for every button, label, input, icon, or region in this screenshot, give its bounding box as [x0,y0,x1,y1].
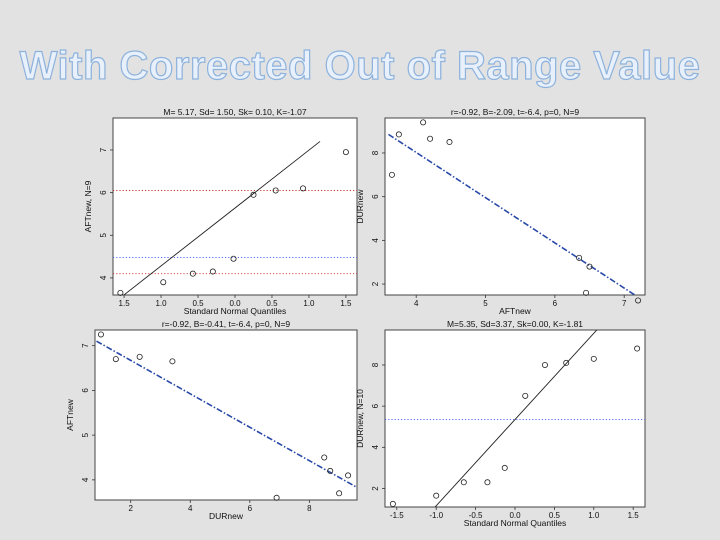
p3-data-point [273,494,280,501]
p1-data-point [189,270,196,277]
p1-data-point [272,187,279,194]
p3-panel [94,329,358,501]
p2-data-point [420,119,427,126]
p3-y-tick-label: 5 [81,432,90,437]
p1-x-tick-label: 1.0 [155,299,167,308]
p4-data-point [433,492,440,499]
p1-data-point [300,185,307,192]
p3-data-point [136,353,143,360]
p4-data-point [634,345,641,352]
p3-x-label: DURnew [209,511,244,521]
p1-y-label: AFTnew, N=9 [83,180,93,232]
p3-data-point [327,467,334,474]
p1-data-point [209,268,216,275]
p4-data-point [389,500,396,507]
p2-data-point [446,139,453,146]
p1-x-tick-label: 1.5 [119,299,131,308]
p4-y-tick-label: 2 [371,486,380,491]
p1-data-point [250,191,257,198]
p1-y-tick-label: 4 [99,275,108,280]
p2-y-tick-label: 8 [371,150,380,155]
p4-data-point [590,355,597,362]
p3-y-label: AFTnew [65,398,75,431]
p1-data-point [160,279,167,286]
p3-y-tick-label: 6 [81,388,90,393]
p2-data-point [583,289,590,296]
p1-x-tick-label: 0.5 [266,299,278,308]
p4-data-point [460,479,467,486]
p3-data-point [169,358,176,365]
p1-y-tick-label: 5 [99,233,108,238]
p4-x-tick-label: -0.5 [469,511,483,520]
p4-panel [384,329,646,508]
p2-x-label: AFTnew [499,306,532,316]
p4-y-tick-label: 8 [371,362,380,367]
p3-data-point [321,454,328,461]
p2-panel [384,117,646,296]
p1-data-point [342,149,349,156]
p3-data-point [345,472,352,479]
p1-x-tick-label: 1.5 [340,299,352,308]
p2-x-tick-label: 5 [483,299,488,308]
p1-x-label: Standard Normal Quantiles [184,306,287,316]
p4-data-point [501,464,508,471]
p4-y-label: DURnew, N=10 [355,389,365,448]
p3-y-tick-label: 4 [81,477,90,482]
p4-data-point [484,479,491,486]
p2-y-tick-label: 4 [371,238,380,243]
p4-data-point [541,361,548,368]
p1-y-tick-label: 7 [99,147,108,152]
p2-y-tick-label: 2 [371,281,380,286]
p4-data-point [522,392,529,399]
p2-fit-line [388,133,637,295]
p1-data-point [230,255,237,262]
p2-y-label: DURnew [355,189,365,224]
p3-x-tick-label: 4 [188,504,193,513]
p1-x-tick-label: 0.5 [192,299,204,308]
p2-x-tick-label: 7 [622,299,627,308]
p4-y-tick-label: 6 [371,403,380,408]
p1-fit-line [123,141,321,295]
p4-title: M=5.35, Sd=3.37, Sk=0.00, K=-1.81 [447,319,583,329]
p3-data-point [97,331,104,338]
p3-data-point [336,490,343,497]
p3-x-tick-label: 6 [248,504,253,513]
p1-data-point [117,289,124,296]
p1-x-tick-label: 0.0 [229,299,241,308]
p4-x-tick-label: -1.0 [429,511,443,520]
p2-y-tick-label: 6 [371,194,380,199]
p4-fit-line [434,330,598,507]
p4-y-tick-label: 4 [371,445,380,450]
p2-title: r=-0.92, B=-2.09, t=-6.4, p=0, N=9 [451,107,580,117]
slide-title: With Corrected Out of Range Value [19,43,701,88]
p1-y-tick-label: 6 [99,190,108,195]
p3-data-point [112,356,119,363]
p1-panel [112,117,358,296]
p4-x-tick-label: 0.0 [509,511,521,520]
p4-x-label: Standard Normal Quantiles [464,518,567,528]
p4-data-point [563,359,570,366]
p3-y-tick-label: 7 [81,343,90,348]
p4-x-tick-label: 1.0 [588,511,600,520]
p3-fit-line [96,340,356,488]
p3-title: r=-0.92, B=-0.41, t=-6.4, p=0, N=9 [162,319,291,329]
p1-title: M= 5.17, Sd= 1.50, Sk= 0.10, K=-1.07 [163,107,306,117]
p3-x-tick-label: 2 [129,504,134,513]
p2-data-point [395,131,402,138]
p2-data-point [586,263,593,270]
p2-data-point [427,135,434,142]
p1-x-tick-label: 1.0 [303,299,315,308]
p2-data-point [388,171,395,178]
p4-x-tick-label: 1.5 [628,511,640,520]
p2-data-point [635,297,642,304]
p3-x-tick-label: 8 [307,504,312,513]
p4-x-tick-label: -1.5 [390,511,404,520]
p2-x-tick-label: 4 [414,299,419,308]
p2-data-point [576,254,583,261]
p4-x-tick-label: 0.5 [549,511,561,520]
p2-x-tick-label: 6 [553,299,558,308]
